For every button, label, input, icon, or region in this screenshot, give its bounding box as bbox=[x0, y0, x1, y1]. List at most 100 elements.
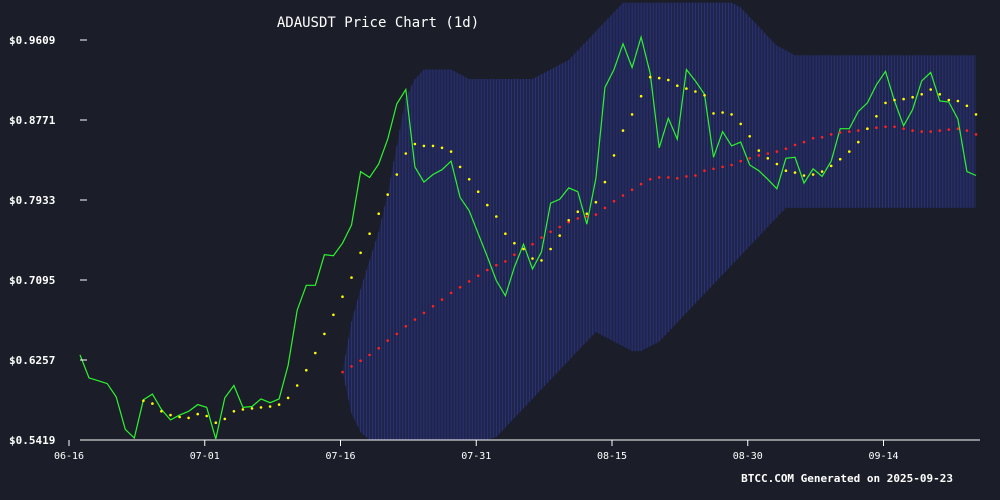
ma50-point bbox=[893, 125, 896, 129]
ma50-point bbox=[368, 353, 371, 357]
ma50-point bbox=[603, 206, 607, 210]
ma50-point bbox=[476, 274, 480, 278]
ma20-point bbox=[585, 212, 589, 215]
ma50-point bbox=[703, 169, 706, 172]
ma20-point bbox=[838, 157, 842, 161]
ma50-point bbox=[739, 159, 742, 163]
ma20-point bbox=[205, 414, 208, 418]
ma20-point bbox=[250, 407, 254, 410]
ma20-point bbox=[829, 164, 833, 168]
ma50-point bbox=[848, 130, 851, 133]
ma20-point bbox=[712, 112, 715, 115]
ma20-point bbox=[793, 171, 797, 174]
x-tick-label: 08-30 bbox=[733, 451, 763, 462]
ma50-point bbox=[784, 147, 788, 150]
x-tick-label: 06-16 bbox=[54, 451, 84, 462]
ma20-point bbox=[603, 180, 607, 184]
x-tick-label: 08-15 bbox=[597, 451, 627, 462]
ma50-point bbox=[386, 339, 390, 342]
ma20-point bbox=[169, 413, 172, 417]
ma20-point bbox=[341, 295, 344, 299]
chart-title: ADAUSDT Price Chart (1d) bbox=[277, 15, 479, 31]
ma50-point bbox=[458, 285, 462, 289]
y-tick-label: $0.9609 bbox=[9, 34, 55, 47]
ma20-point bbox=[576, 210, 580, 213]
ma20-point bbox=[848, 150, 851, 153]
ma50-point bbox=[594, 213, 598, 216]
ma50-point bbox=[829, 133, 833, 136]
ma50-point bbox=[811, 136, 815, 140]
ma20-point bbox=[359, 251, 362, 255]
ma50-point bbox=[920, 130, 923, 133]
ma50-point bbox=[657, 176, 661, 179]
ma50-point bbox=[748, 157, 751, 160]
ma20-point bbox=[486, 203, 489, 207]
ma20-point bbox=[676, 84, 679, 87]
ma50-point bbox=[730, 163, 733, 167]
ma20-point bbox=[277, 403, 281, 406]
ma20-point bbox=[685, 87, 688, 90]
ma20-point bbox=[323, 332, 326, 336]
ma50-point bbox=[404, 325, 408, 328]
ma20-point bbox=[151, 402, 154, 405]
ma50-point bbox=[667, 176, 670, 179]
ma20-point bbox=[639, 94, 643, 98]
ma50-point bbox=[802, 140, 806, 144]
ma20-point bbox=[395, 173, 399, 176]
ma50-point bbox=[947, 128, 951, 131]
ma20-point bbox=[929, 88, 932, 91]
ma20-series bbox=[142, 75, 978, 425]
ma50-point bbox=[648, 178, 652, 181]
price-series bbox=[79, 34, 977, 440]
ma20-point bbox=[422, 144, 426, 148]
ma50-point bbox=[712, 167, 715, 171]
ma20-point bbox=[784, 169, 788, 172]
ma50-point bbox=[377, 347, 381, 350]
ma50-point bbox=[612, 199, 616, 203]
ma20-point bbox=[911, 95, 914, 99]
y-tick-label: $0.7933 bbox=[9, 194, 55, 207]
ma50-point bbox=[820, 136, 824, 139]
ma20-point bbox=[440, 146, 444, 150]
ma50-point bbox=[567, 220, 570, 224]
ma50-point bbox=[875, 126, 878, 129]
ma20-point bbox=[377, 212, 381, 215]
ma50-point bbox=[341, 370, 344, 374]
x-tick-label: 07-16 bbox=[325, 451, 355, 462]
ma20-point bbox=[196, 412, 199, 416]
ma20-point bbox=[757, 149, 761, 152]
ma20-point bbox=[703, 94, 706, 97]
ma50-point bbox=[531, 242, 534, 246]
ma50-point bbox=[676, 177, 679, 180]
ma50-point bbox=[757, 154, 761, 157]
ma20-point bbox=[268, 405, 272, 408]
ma50-point bbox=[857, 129, 860, 132]
ma50-series bbox=[341, 125, 978, 374]
ma20-point bbox=[305, 368, 308, 372]
ma50-point bbox=[413, 318, 417, 321]
ma50-point bbox=[766, 152, 770, 155]
ma50-point bbox=[639, 182, 643, 186]
ma50-point bbox=[350, 365, 353, 368]
ma20-point bbox=[467, 178, 471, 181]
ma50-point bbox=[359, 359, 362, 363]
ma20-point bbox=[513, 241, 516, 245]
ma20-point bbox=[241, 408, 245, 411]
ma50-point bbox=[694, 174, 697, 177]
ma20-point bbox=[802, 174, 806, 177]
ma20-point bbox=[938, 93, 942, 96]
ma50-point bbox=[449, 291, 453, 295]
ma20-point bbox=[449, 150, 453, 153]
ma20-point bbox=[857, 140, 860, 144]
ma50-point bbox=[486, 268, 489, 272]
ma50-point bbox=[938, 129, 942, 132]
ma20-point bbox=[875, 115, 878, 118]
ma20-point bbox=[594, 200, 598, 204]
ma20-point bbox=[956, 99, 960, 103]
x-axis-ticks: 06-16 07-01 07-16 07-31 08-15 08-30 09-14 bbox=[54, 440, 899, 462]
ma20-point bbox=[540, 259, 543, 262]
ma20-point bbox=[458, 165, 462, 169]
footer-credit: BTCC.COM Generated on 2025-09-23 bbox=[741, 472, 953, 485]
ma20-point bbox=[648, 75, 652, 79]
